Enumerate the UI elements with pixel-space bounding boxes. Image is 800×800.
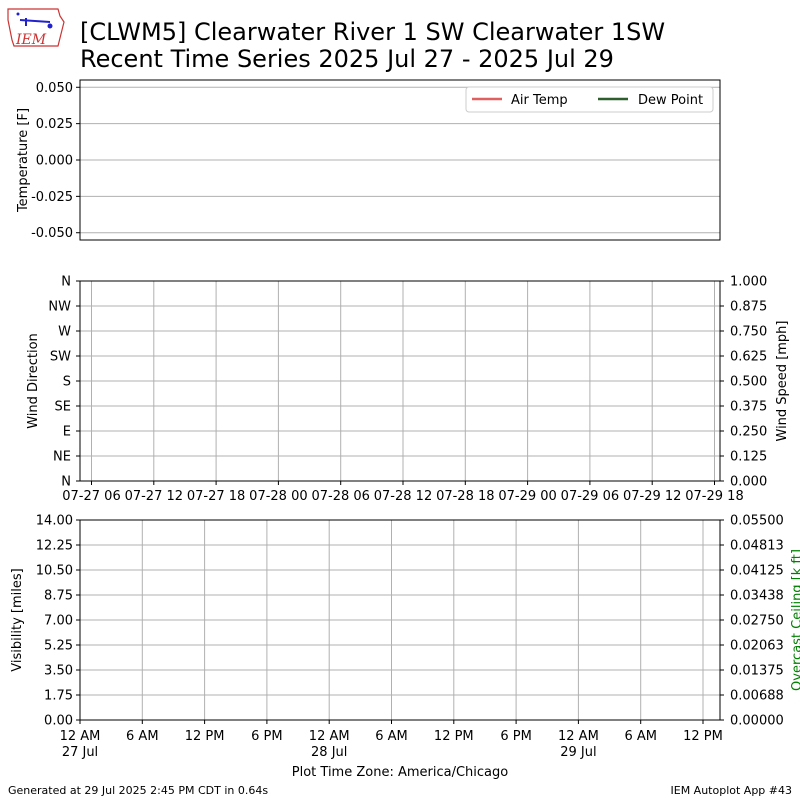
wind-x-tick-label: 07-29 12 [623,489,681,504]
visibility-x-tick-label: 12 PM [683,729,723,744]
ceiling-tick-label: 0.04813 [730,539,784,554]
visibility-x-date-label: 27 Jul [62,745,98,760]
logo-dot-icon [47,23,53,29]
wind-x-tick-label: 07-27 18 [187,489,245,504]
visibility-gridlines [79,519,720,721]
visibility-tick-label: 5.25 [44,639,73,654]
wind-direction-tick-label: E [63,425,71,440]
temperature-y-label: Temperature [F] [16,108,31,213]
logo-text: IEM [15,32,47,48]
visibility-tick-label: 12.25 [36,539,73,554]
visibility-tick-label: 7.00 [44,614,73,629]
ceiling-tick-label: 0.04125 [730,564,784,579]
app-id-footer: IEM Autoplot App #43 [671,784,793,797]
wind-direction-tick-label: NW [48,300,71,315]
visibility-x-tick-label: 12 AM [60,729,101,744]
ceiling-tick-label: 0.00000 [730,714,784,729]
legend-air-temp-label: Air Temp [511,93,568,108]
wind-speed-tick-label: 0.000 [730,475,767,490]
wind-x-tick-label: 07-27 12 [125,489,183,504]
wind-speed-tick-label: 0.875 [730,300,767,315]
wind-x-tick-label: 07-27 06 [62,489,120,504]
temperature-y-ticks: 0.050 0.025 0.000 -0.025 -0.050 [31,81,80,241]
wind-gridlines [80,280,720,482]
visibility-x-tick-label: 6 PM [500,729,531,744]
wind-x-tick-label: 07-29 18 [685,489,743,504]
ceiling-tick-label: 0.00688 [730,689,784,704]
visibility-x-tick-label: 6 PM [251,729,282,744]
ceiling-tick-label: 0.03438 [730,589,784,604]
visibility-tick-label: 8.75 [44,589,73,604]
wind-x-tick-label: 07-28 00 [249,489,307,504]
ceiling-tick-label: 0.02750 [730,614,784,629]
wind-speed-y-label: Wind Speed [mph] [775,321,790,442]
wind-speed-tick-label: 0.375 [730,400,767,415]
iem-logo: IEM [7,8,65,48]
wind-speed-tick-label: 0.750 [730,325,767,340]
visibility-x-tick-label: 12 PM [185,729,225,744]
ceiling-tick-label: 0.02063 [730,639,784,654]
visibility-x-tick-label: 12 PM [434,729,474,744]
wind-direction-tick-label: W [58,325,71,340]
visibility-tick-label: 1.75 [44,689,73,704]
wind-x-tick-label: 07-29 06 [561,489,619,504]
wind-x-tick-label: 07-29 00 [498,489,556,504]
temperature-tick-label: -0.050 [31,226,73,241]
wind-direction-tick-label: N [61,275,71,290]
visibility-x-tick-label: 6 AM [126,729,159,744]
temperature-legend: Air Temp Dew Point [465,86,714,113]
visibility-x-tick-label: 6 AM [624,729,657,744]
ceiling-y-label: Overcast Ceiling [k ft] [790,549,800,691]
wind-direction-tick-label: NE [53,450,71,465]
visibility-tick-label: 3.50 [44,664,73,679]
generated-footer: Generated at 29 Jul 2025 2:45 PM CDT in … [8,784,268,797]
chart-title-line1: [CLWM5] Clearwater River 1 SW Clearwater… [80,18,665,46]
x-axis-label: Plot Time Zone: America/Chicago [292,765,508,780]
wind-x-ticks: 07-27 06 07-27 12 07-27 18 07-28 00 07-28 06… [62,481,744,504]
wind-x-tick-label: 07-28 12 [374,489,432,504]
legend-box [465,86,714,113]
wind-speed-tick-label: 0.500 [730,375,767,390]
chart-title-line2: Recent Time Series 2025 Jul 27 - 2025 Ju… [80,45,614,73]
visibility-x-tick-label: 12 AM [558,729,599,744]
wind-speed-tick-label: 0.125 [730,450,767,465]
visibility-x-tick-label: 12 AM [309,729,350,744]
visibility-x-tick-label: 6 AM [375,729,408,744]
ceiling-tick-label: 0.05500 [730,514,784,529]
temperature-tick-label: 0.025 [36,117,73,132]
ceiling-y-ticks: 0.00000 0.00688 0.01375 0.02063 0.02750 0.034… [720,514,784,729]
temperature-tick-label: 0.000 [36,154,73,169]
wind-direction-y-label: Wind Direction [26,333,41,429]
wind-speed-tick-label: 1.000 [730,275,767,290]
visibility-x-date-label: 29 Jul [560,745,596,760]
logo-dot-icon [16,12,20,16]
visibility-tick-label: 0.00 [44,714,73,729]
iowa-state-outline-icon [7,8,65,47]
visibility-y-label: Visibility [miles] [10,568,25,671]
wind-direction-tick-label: N [61,475,71,490]
wind-speed-tick-label: 0.250 [730,425,767,440]
wind-direction-y-ticks: N NE E SE S SW W NW N [48,275,80,490]
visibility-tick-label: 10.50 [36,564,73,579]
visibility-tick-label: 14.00 [36,514,73,529]
wind-x-tick-label: 07-28 18 [436,489,494,504]
visibility-y-ticks: 0.00 1.75 3.50 5.25 7.00 8.75 10.50 12.25 14.00 [36,514,80,729]
temperature-tick-label: -0.025 [31,190,73,205]
wind-direction-tick-label: SE [55,400,71,415]
visibility-panel: 0.001.753.505.257.008.7510.5012.2514.00 … [10,514,800,781]
legend-dew-point-label: Dew Point [638,93,703,108]
wind-speed-tick-label: 0.625 [730,350,767,365]
temperature-panel: 0.050 0.025 0.000 -0.025 -0.050 Temperature … [16,79,721,241]
wind-direction-tick-label: SW [50,350,71,365]
visibility-x-date-label: 28 Jul [311,745,347,760]
wind-direction-tick-label: S [63,375,71,390]
temperature-tick-label: 0.050 [36,81,73,96]
wind-speed-y-ticks: 0.000 0.125 0.250 0.375 0.500 0.625 0.750 0.875… [720,275,767,490]
wind-x-tick-label: 07-28 06 [311,489,369,504]
ceiling-tick-label: 0.01375 [730,664,784,679]
